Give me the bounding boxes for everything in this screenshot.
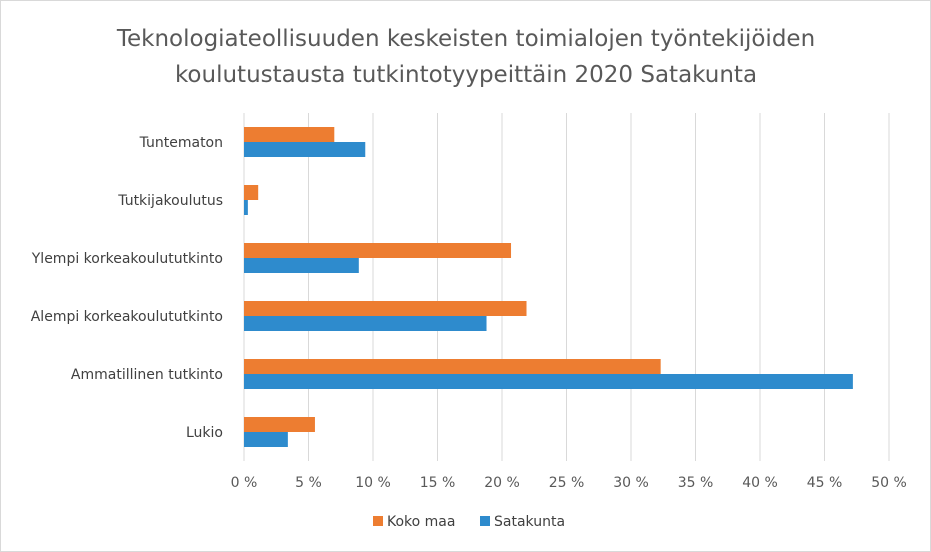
chart-title-line-1: Teknologiateollisuuden keskeisten toimia… [116, 26, 815, 52]
bar [244, 316, 487, 331]
bars [244, 127, 853, 447]
x-tick-label: 40 % [742, 475, 778, 491]
category-label: Ammatillinen tutkinto [71, 367, 223, 383]
x-axis-tick-labels: 0 % 5 % 10 % 15 % 20 % 25 % 30 % 35 % 40 % 45 % 50… [231, 475, 907, 491]
x-tick-label: 25 % [549, 475, 585, 491]
x-tick-label: 0 % [231, 475, 258, 491]
bar [244, 200, 248, 215]
category-label: Alempi korkeakoulututkinto [31, 309, 223, 325]
x-tick-label: 10 % [355, 475, 391, 491]
legend-label: Satakunta [494, 514, 565, 530]
bar [244, 127, 335, 142]
x-tick-label: 35 % [678, 475, 714, 491]
chart-title: Teknologiateollisuuden keskeisten toimia… [116, 26, 815, 88]
chart-title-line-2: koulutustausta tutkintotyypeittäin 2020 … [175, 62, 757, 88]
bar [244, 243, 512, 258]
x-tick-label: 50 % [871, 475, 907, 491]
bar [244, 374, 853, 389]
x-tick-label: 20 % [484, 475, 520, 491]
bar [244, 432, 288, 447]
bar [244, 417, 315, 432]
legend: Koko maa Satakunta [373, 514, 565, 530]
bar [244, 301, 527, 316]
category-label: Lukio [186, 425, 223, 441]
legend-swatch [373, 516, 383, 526]
x-tick-label: 45 % [807, 475, 843, 491]
x-tick-label: 30 % [613, 475, 649, 491]
bar [244, 142, 366, 157]
gridlines [243, 113, 890, 461]
legend-swatch [480, 516, 490, 526]
bar [244, 185, 259, 200]
x-tick-label: 15 % [420, 475, 456, 491]
category-label: Tuntematon [139, 135, 223, 151]
x-tick-label: 5 % [295, 475, 322, 491]
legend-label: Koko maa [387, 514, 455, 530]
bar [244, 359, 661, 374]
category-label: Ylempi korkeakoulututkinto [31, 251, 223, 267]
category-label: Tutkijakoulutus [117, 193, 223, 209]
bar [244, 258, 359, 273]
category-labels: Tuntematon Tutkijakoulutus Ylempi korkeako… [31, 135, 223, 441]
